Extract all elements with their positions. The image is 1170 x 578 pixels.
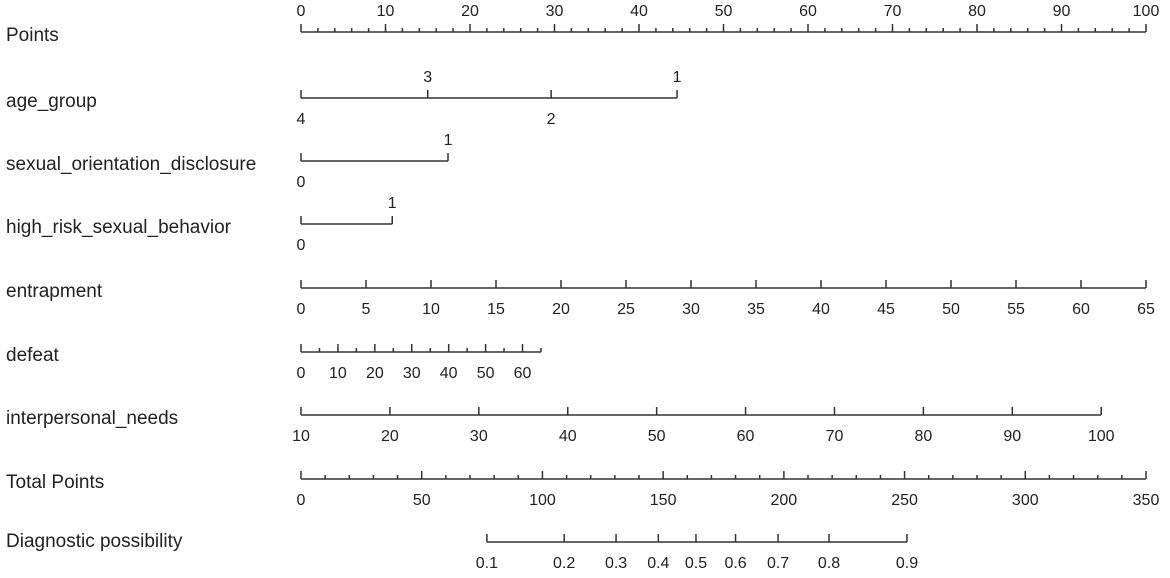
tick-label: 0.5 (685, 555, 707, 572)
tick-label: 45 (877, 301, 895, 318)
tick-label: 0.2 (553, 555, 575, 572)
row-label: Points (6, 25, 59, 46)
tick-label: 20 (461, 3, 479, 20)
tick-label: 1 (444, 132, 453, 149)
tick-label: 250 (891, 492, 918, 509)
tick-label: 50 (477, 365, 495, 382)
tick-label: 10 (329, 365, 347, 382)
tick-label: 20 (552, 301, 570, 318)
tick-label: 10 (377, 3, 395, 20)
row-label: high_risk_sexual_behavior (6, 217, 232, 238)
tick-label: 200 (771, 492, 798, 509)
row-label: Total Points (6, 472, 104, 493)
tick-label: 55 (1007, 301, 1025, 318)
tick-label: 90 (1053, 3, 1071, 20)
tick-label: 50 (413, 492, 431, 509)
tick-label: 60 (737, 428, 755, 445)
tick-label: 0.7 (767, 555, 789, 572)
tick-label: 100 (1133, 3, 1160, 20)
tick-label: 25 (617, 301, 635, 318)
tick-label: 30 (682, 301, 700, 318)
tick-label: 50 (715, 3, 733, 20)
tick-label: 10 (422, 301, 440, 318)
tick-label: 65 (1137, 301, 1155, 318)
tick-label: 1 (673, 69, 682, 86)
row-label: interpersonal_needs (6, 408, 178, 429)
tick-label: 0 (297, 301, 306, 318)
tick-label: 1 (388, 195, 397, 212)
row-label: entrapment (6, 281, 103, 302)
tick-label: 0.6 (724, 555, 746, 572)
tick-label: 2 (547, 111, 556, 128)
tick-label: 35 (747, 301, 765, 318)
tick-label: 3 (423, 69, 432, 86)
tick-label: 0.3 (605, 555, 627, 572)
tick-label: 0.8 (818, 555, 840, 572)
tick-label: 40 (440, 365, 458, 382)
tick-label: 100 (1088, 428, 1115, 445)
tick-label: 30 (403, 365, 421, 382)
row-label: age_group (6, 91, 97, 112)
tick-label: 50 (648, 428, 666, 445)
tick-label: 20 (381, 428, 399, 445)
tick-label: 60 (514, 365, 532, 382)
tick-label: 20 (366, 365, 384, 382)
tick-label: 300 (1012, 492, 1039, 509)
tick-label: 15 (487, 301, 505, 318)
tick-label: 60 (1072, 301, 1090, 318)
tick-label: 90 (1003, 428, 1021, 445)
tick-label: 4 (297, 111, 306, 128)
tick-label: 30 (470, 428, 488, 445)
tick-label: 40 (812, 301, 830, 318)
tick-label: 10 (292, 428, 310, 445)
tick-label: 0.9 (896, 555, 918, 572)
tick-label: 40 (630, 3, 648, 20)
tick-label: 0 (297, 365, 306, 382)
row-label: defeat (6, 345, 60, 366)
tick-label: 0 (297, 492, 306, 509)
tick-label: 40 (559, 428, 577, 445)
tick-label: 0 (297, 237, 306, 254)
row-label: Diagnostic possibility (6, 531, 183, 552)
tick-label: 100 (529, 492, 556, 509)
row-label: sexual_orientation_disclosure (6, 154, 256, 175)
tick-label: 5 (362, 301, 371, 318)
tick-label: 150 (650, 492, 677, 509)
tick-label: 70 (826, 428, 844, 445)
tick-label: 0.4 (647, 555, 669, 572)
tick-label: 60 (799, 3, 817, 20)
tick-label: 80 (914, 428, 932, 445)
tick-label: 350 (1133, 492, 1160, 509)
tick-label: 80 (968, 3, 986, 20)
tick-label: 0 (297, 174, 306, 191)
tick-label: 70 (884, 3, 902, 20)
tick-label: 30 (546, 3, 564, 20)
tick-label: 0.1 (476, 555, 498, 572)
tick-label: 50 (942, 301, 960, 318)
tick-label: 0 (297, 3, 306, 20)
